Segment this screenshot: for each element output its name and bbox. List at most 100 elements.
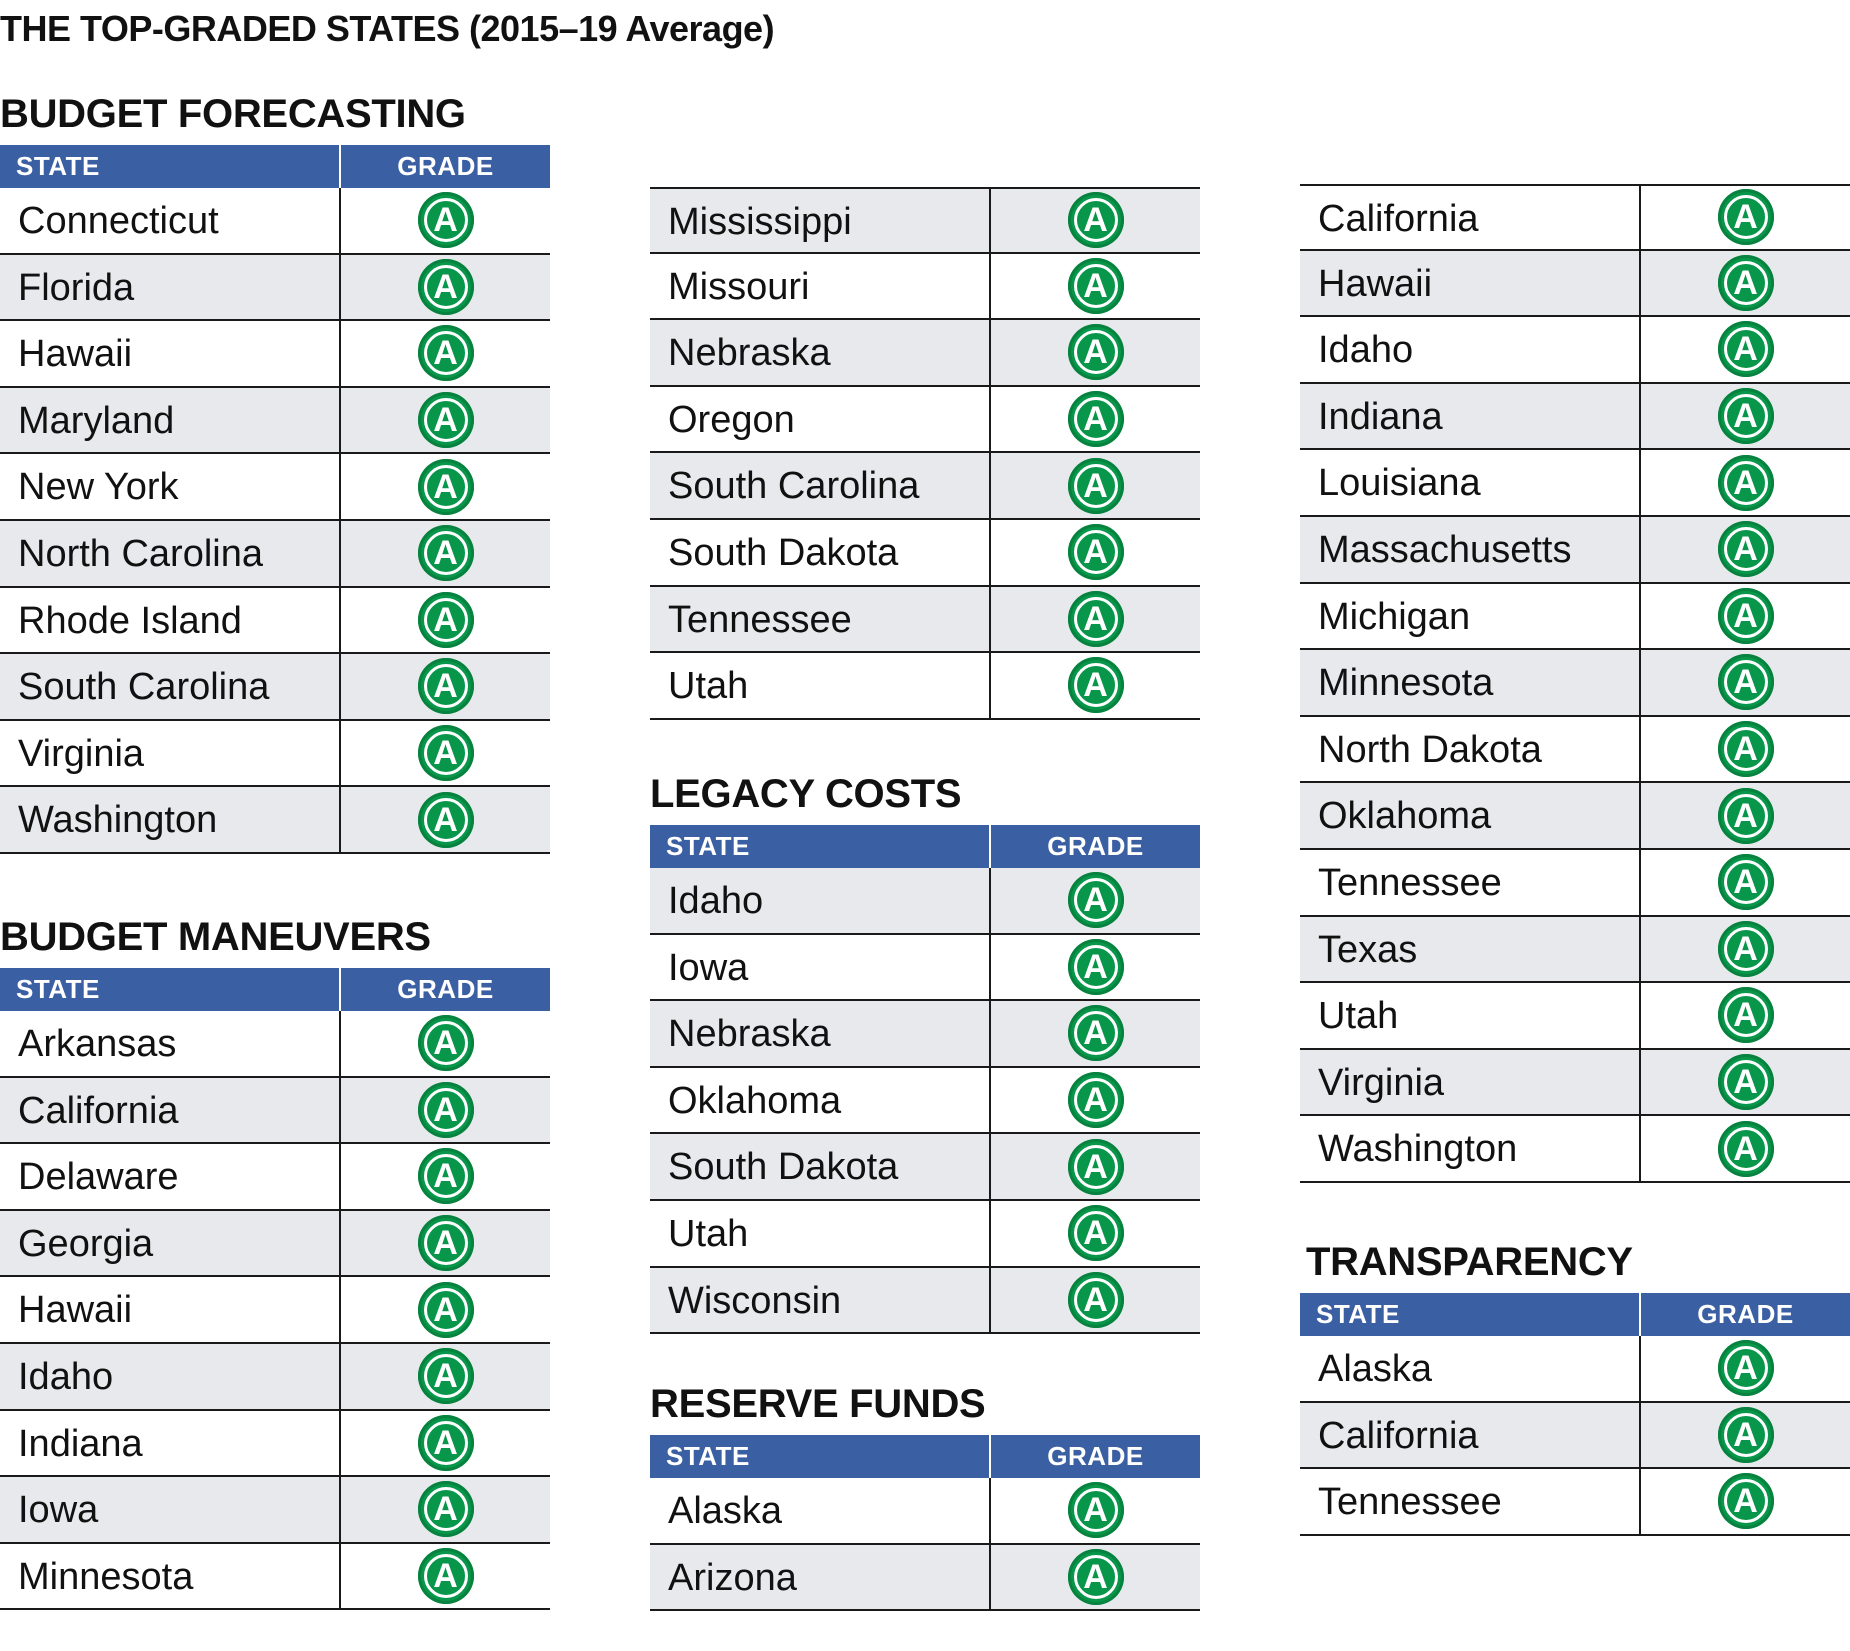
grade-letter: A — [423, 1287, 468, 1332]
table-row: Minnesota A — [1300, 650, 1850, 717]
state-name: Iowa — [650, 934, 991, 1000]
grade-letter: A — [1723, 660, 1768, 705]
table-row: Tennessee A — [1300, 850, 1850, 917]
grade-badge-icon: A — [1717, 1406, 1774, 1463]
grade-badge-icon: A — [417, 791, 474, 848]
table-row: Rhode Island A — [0, 587, 550, 655]
state-name: Virginia — [0, 720, 341, 786]
grade-badge-icon: A — [1067, 1548, 1124, 1605]
state-name: South Carolina — [650, 453, 991, 518]
grade-letter: A — [423, 797, 468, 842]
grade-letter: A — [1073, 1554, 1118, 1599]
grade-cell: A — [1641, 317, 1850, 382]
grade-letter: A — [423, 597, 468, 642]
grade-cell: A — [1641, 717, 1850, 782]
table-row: California A — [1300, 184, 1850, 251]
table-row: Arkansas A — [0, 1011, 550, 1078]
grade-badge-icon: A — [1717, 388, 1774, 445]
grade-letter: A — [1723, 327, 1768, 372]
table-row: Michigan A — [1300, 583, 1850, 651]
state-name: Arkansas — [0, 1011, 341, 1076]
table-row: Oregon A — [650, 386, 1200, 454]
state-name: Delaware — [0, 1144, 341, 1209]
state-name: Idaho — [1300, 317, 1641, 382]
grade-letter: A — [1723, 593, 1768, 638]
grade-letter: A — [1073, 530, 1118, 575]
grade-letter: A — [1723, 394, 1768, 439]
table-row: Utah A — [1300, 983, 1850, 1050]
grade-badge-icon: A — [417, 658, 474, 715]
grade-cell: A — [1641, 650, 1850, 715]
grade-letter: A — [423, 464, 468, 509]
table-row: Florida A — [0, 254, 550, 322]
grade-column-header: GRADE — [1697, 1299, 1794, 1329]
state-name: Mississippi — [650, 189, 991, 252]
state-name: Oregon — [650, 386, 991, 452]
state-name: Florida — [0, 254, 341, 320]
grade-letter: A — [1723, 195, 1768, 240]
grade-cell: A — [1641, 850, 1850, 915]
grade-letter: A — [1073, 1211, 1118, 1256]
grade-letter: A — [1073, 198, 1118, 243]
table-row: Wisconsin A — [650, 1267, 1200, 1335]
state-name: Utah — [1300, 983, 1641, 1048]
grade-cell: A — [341, 1277, 550, 1342]
grade-badge-icon: A — [1717, 254, 1774, 311]
grade-letter: A — [1073, 397, 1118, 442]
table-row: Iowa A — [0, 1477, 550, 1544]
state-name: Alaska — [1300, 1336, 1641, 1401]
grade-badge-icon: A — [417, 1548, 474, 1605]
table-row: Texas A — [1300, 916, 1850, 984]
state-name: Indiana — [0, 1410, 341, 1476]
state-name: Nebraska — [650, 1001, 991, 1066]
grade-badge-icon: A — [1067, 524, 1124, 581]
grade-badge-icon: A — [1717, 454, 1774, 511]
grade-letter: A — [423, 1354, 468, 1399]
state-name: Virginia — [1300, 1049, 1641, 1115]
state-name: California — [1300, 1402, 1641, 1468]
state-name: Tennessee — [1300, 1469, 1641, 1534]
state-name: Connecticut — [0, 188, 341, 253]
grade-badge-icon: A — [417, 1348, 474, 1405]
grade-cell: A — [341, 1411, 550, 1476]
table-row: Tennessee A — [1300, 1469, 1850, 1536]
table-row: Maryland A — [0, 387, 550, 455]
grade-badge-icon: A — [1067, 1482, 1124, 1539]
state-name: Utah — [650, 653, 991, 718]
grade-badge-icon: A — [417, 1081, 474, 1138]
grade-letter: A — [1723, 1126, 1768, 1171]
grade-badge-icon: A — [1717, 321, 1774, 378]
grade-letter: A — [1073, 463, 1118, 508]
state-name: Minnesota — [0, 1543, 341, 1609]
grade-badge-icon: A — [417, 1281, 474, 1338]
state-name: Iowa — [0, 1477, 341, 1542]
section-title-budget-forecasting: BUDGET FORECASTING — [0, 92, 466, 136]
grade-cell: A — [341, 321, 550, 386]
state-name: Washington — [1300, 1116, 1641, 1181]
grade-letter: A — [423, 398, 468, 443]
grade-cell: A — [991, 320, 1200, 385]
grade-badge-icon: A — [1717, 920, 1774, 977]
grade-letter: A — [423, 1221, 468, 1266]
grade-letter: A — [1723, 1346, 1768, 1391]
table-row: Washington A — [0, 787, 550, 854]
grade-letter: A — [423, 664, 468, 709]
table-row: Oklahoma A — [1300, 783, 1850, 850]
grade-cell: A — [1641, 1336, 1850, 1401]
table-row: Idaho A — [650, 868, 1200, 935]
table-row: Connecticut A — [0, 188, 550, 255]
grade-cell: A — [1641, 1403, 1850, 1468]
grade-cell: A — [341, 1544, 550, 1609]
state-name: Oklahoma — [650, 1067, 991, 1133]
table-row: California A — [1300, 1402, 1850, 1470]
state-column-header: STATE — [1300, 1293, 1641, 1336]
grade-letter: A — [1073, 1144, 1118, 1189]
grade-cell: A — [1641, 186, 1850, 249]
table-row: South Dakota A — [650, 520, 1200, 587]
grade-column-header: GRADE — [1047, 1441, 1144, 1471]
grade-letter: A — [423, 264, 468, 309]
grade-letter: A — [423, 331, 468, 376]
grade-badge-icon: A — [1067, 938, 1124, 995]
grade-cell: A — [991, 1545, 1200, 1610]
grade-cell: A — [341, 188, 550, 253]
